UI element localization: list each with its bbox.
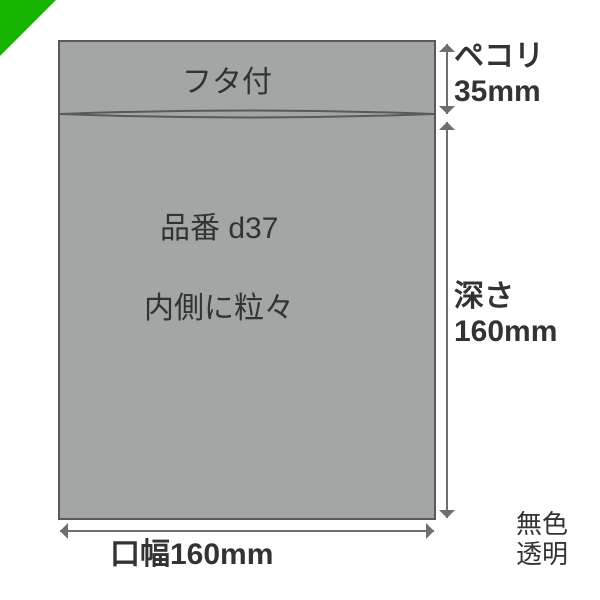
- dim-text: ペコリ: [454, 40, 544, 73]
- dimension-cap: [439, 510, 455, 518]
- dimension-cap: [439, 44, 455, 52]
- note-line: 透明: [516, 539, 568, 569]
- dimension-depth-label: 深さ160mm: [454, 280, 557, 349]
- dimension-line: [446, 122, 448, 518]
- label-product: 品番 d37: [160, 212, 278, 247]
- dim-text: 深さ: [454, 280, 514, 313]
- dimension-width-label: 口幅160mm: [110, 538, 273, 573]
- dimension-line: [60, 530, 434, 532]
- dimension-cap: [439, 122, 455, 130]
- dimension-cap: [439, 106, 455, 114]
- note-line: 無色: [516, 509, 568, 539]
- footer-note: 無色透明: [516, 510, 568, 570]
- dimension-cap: [60, 523, 68, 539]
- dim-text: 35mm: [454, 75, 541, 108]
- dimension-flap-label: ペコリ35mm: [454, 40, 544, 109]
- dimension-line: [446, 44, 448, 114]
- corner-accent: [0, 0, 56, 56]
- label-flap: フタ付: [182, 66, 272, 101]
- label-inner_grain: 内側に粒々: [144, 292, 294, 327]
- bag-flap-line: [60, 106, 434, 122]
- dim-text: 160mm: [454, 315, 557, 348]
- dimension-cap: [426, 523, 434, 539]
- bag-outline: [58, 40, 436, 520]
